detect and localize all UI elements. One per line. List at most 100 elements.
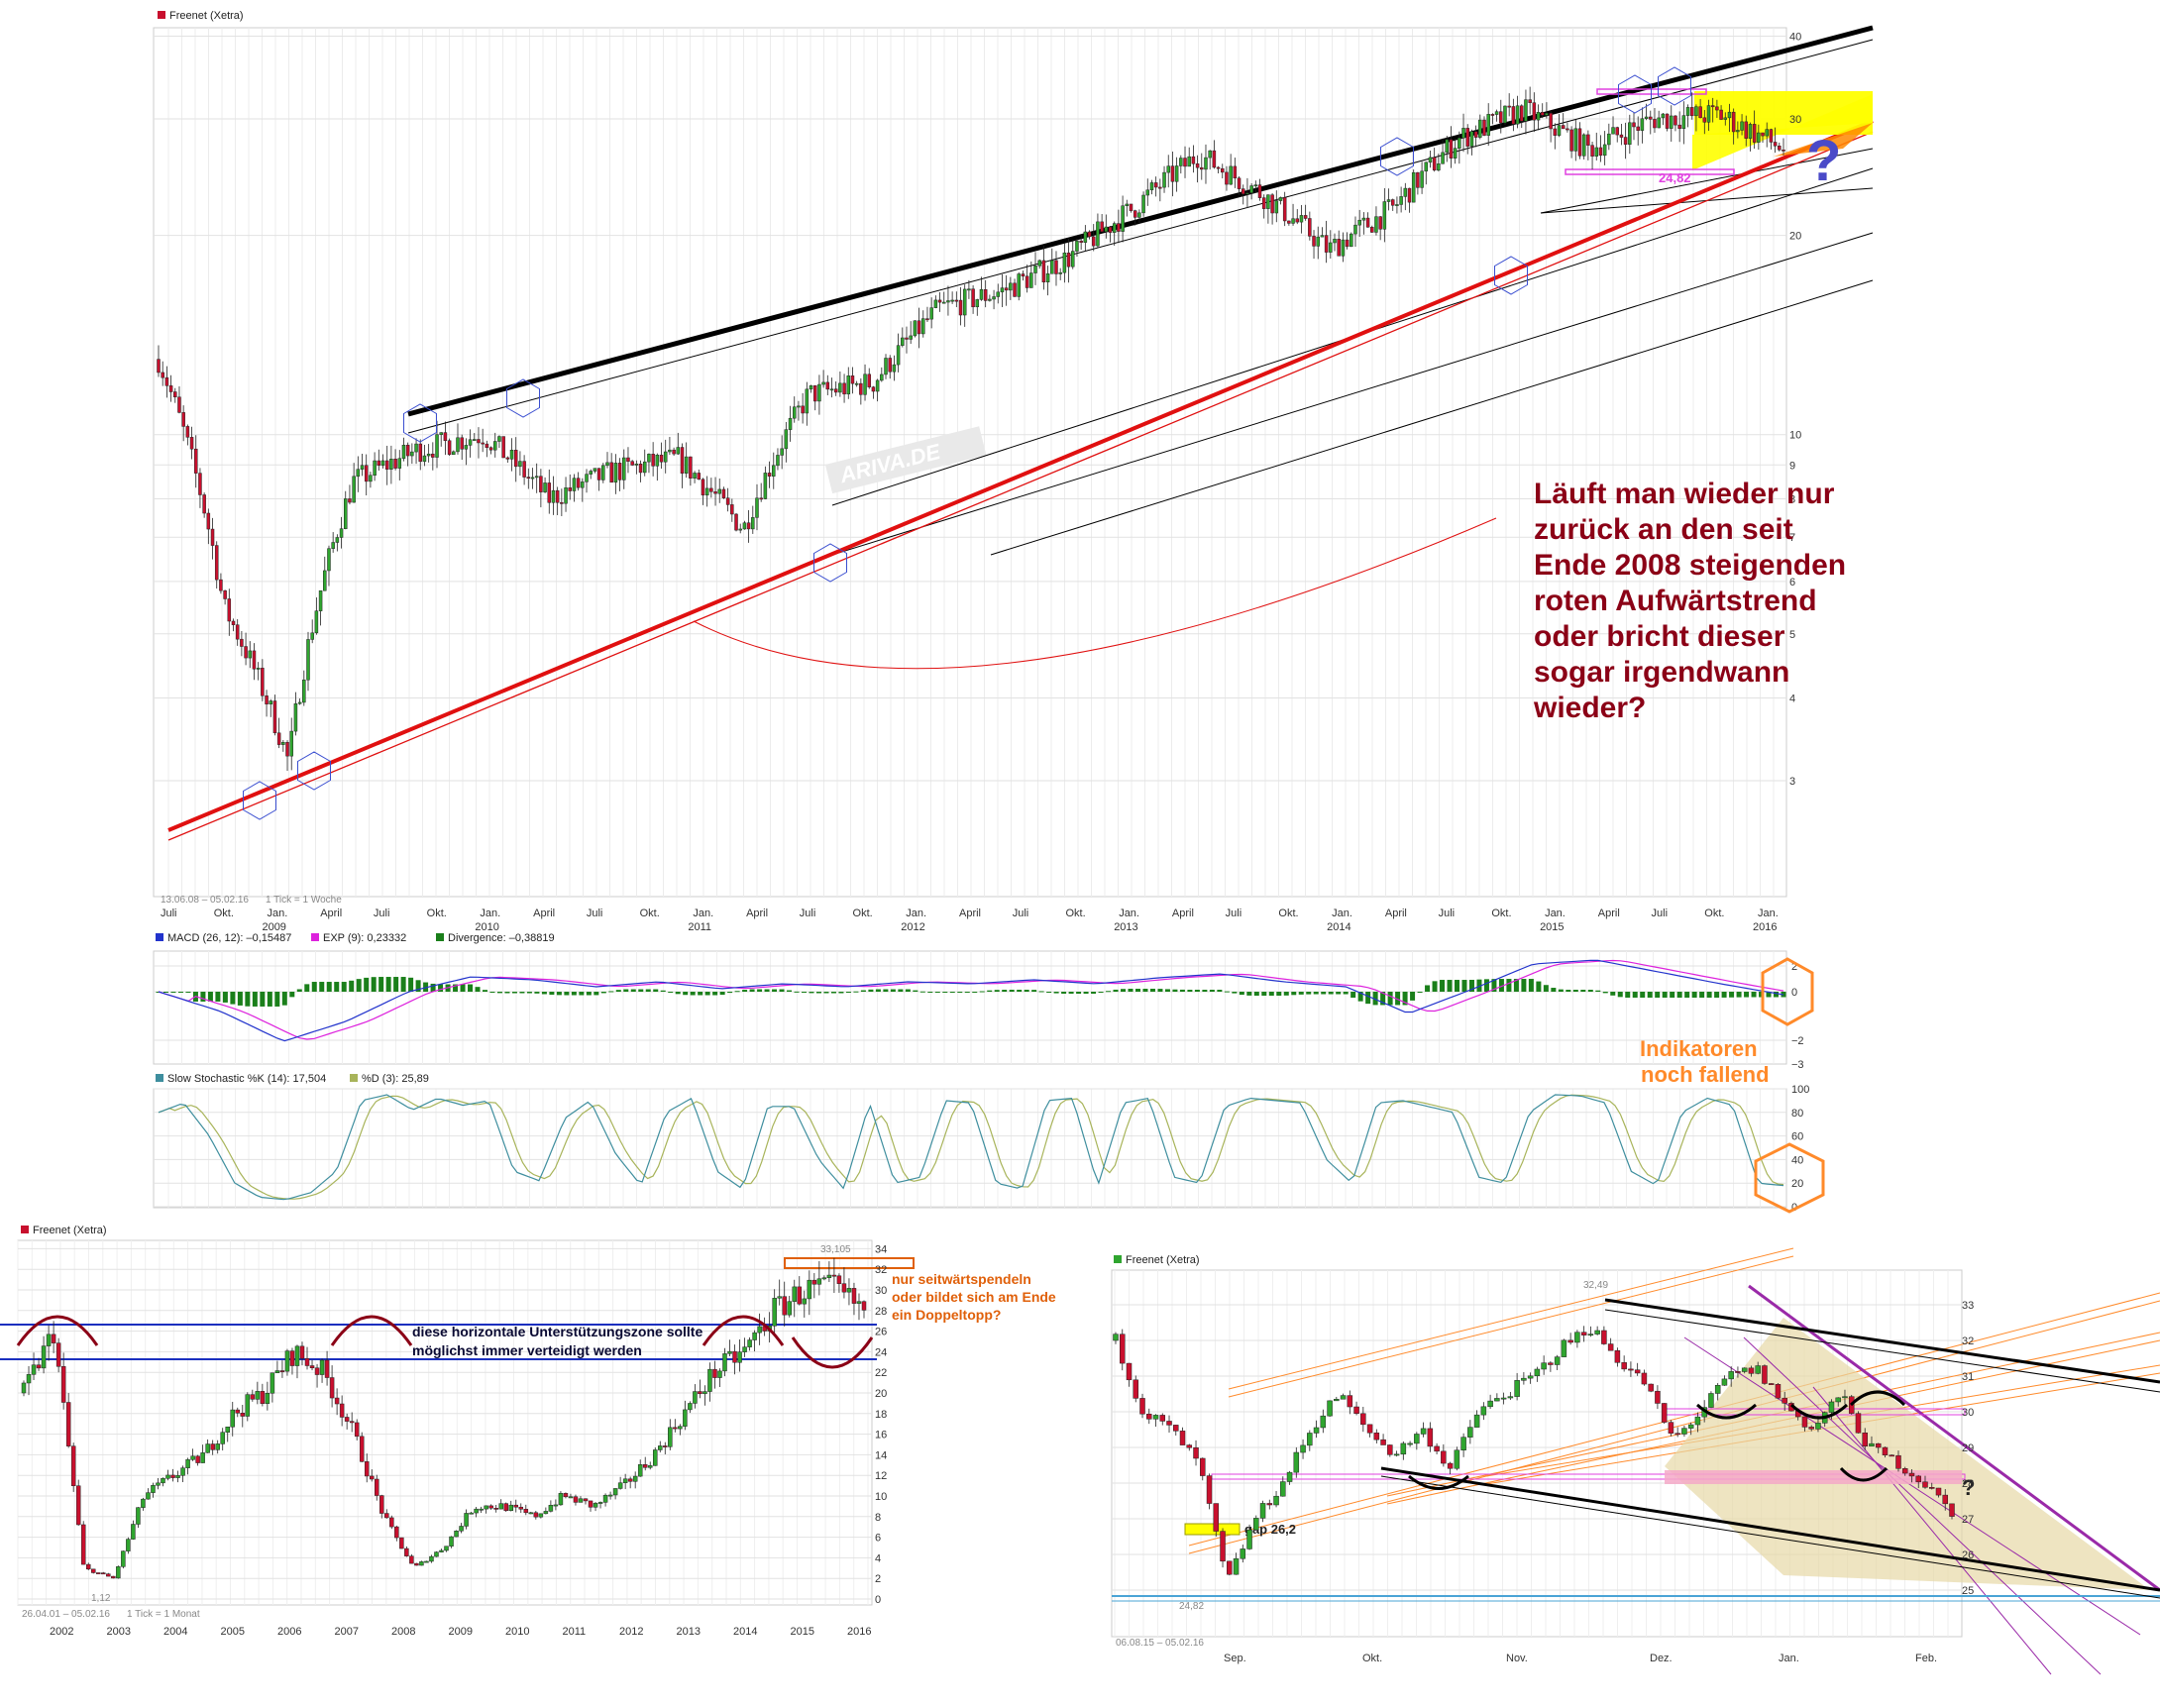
weekly-candle	[223, 589, 227, 599]
weekly-x-tick: Jan.	[1119, 907, 1139, 919]
monthly-candle	[673, 1427, 678, 1430]
monthly-candle	[493, 1508, 498, 1510]
weekly-candle	[697, 473, 702, 480]
divergence-bar	[1513, 979, 1519, 992]
daily-candle	[1782, 1397, 1787, 1404]
monthly-candle	[31, 1364, 37, 1375]
weekly-candle	[1004, 287, 1009, 291]
divergence-bar	[534, 992, 540, 994]
daily-y-tick: 30	[1962, 1407, 1974, 1419]
weekly-candle	[306, 639, 310, 681]
weekly-candle	[1253, 184, 1258, 187]
daily-candle	[1681, 1428, 1687, 1435]
weekly-candle	[1507, 105, 1511, 108]
monthly-candle	[394, 1526, 399, 1539]
monthly-candle	[414, 1562, 419, 1566]
arch-markers	[16, 1315, 874, 1369]
weekly-candle	[1702, 117, 1707, 123]
daily-candle	[1434, 1445, 1440, 1452]
weekly-x-tick: Okt.	[1278, 907, 1298, 919]
divergence-bar	[712, 992, 718, 996]
divergence-bar	[1610, 992, 1616, 996]
divergence-bar	[356, 979, 362, 992]
purple-channel	[1743, 1336, 2102, 1675]
divergence-bar	[170, 992, 176, 993]
weekly-candle	[460, 437, 464, 450]
weekly-candle	[1221, 167, 1225, 173]
daily-high-label: 32,49	[1583, 1280, 1608, 1291]
monthly-candle	[60, 1366, 66, 1403]
daily-candle	[1340, 1395, 1347, 1400]
weekly-candle	[1632, 122, 1636, 128]
weekly-candle	[709, 487, 713, 492]
monthly-candle	[185, 1459, 190, 1468]
weekly-candle	[1145, 189, 1150, 196]
weekly-candle	[393, 459, 397, 469]
weekly-candle	[601, 465, 605, 480]
weekly-x-tick: April	[959, 907, 981, 919]
divergence-bar	[690, 992, 696, 996]
weekly-candle	[1087, 231, 1092, 238]
daily-x-tick: Jan.	[1779, 1653, 1799, 1664]
monthly-y-tick: 18	[875, 1409, 887, 1421]
divergence-bar	[215, 992, 221, 1002]
divergence-bar	[1447, 980, 1453, 992]
weekly-candle	[1241, 188, 1245, 195]
monthly-x-tick: 2011	[563, 1626, 587, 1638]
divergence-bar	[883, 989, 889, 992]
monthly-candle	[151, 1485, 156, 1493]
daily-chart-title: Freenet (Xetra)	[1126, 1254, 1200, 1266]
weekly-y-tick: 7	[1789, 532, 1795, 544]
divergence-bar	[200, 992, 206, 1002]
divergence-bar	[742, 990, 748, 992]
daily-candle	[1366, 1424, 1373, 1434]
divergence-bar	[1676, 992, 1682, 998]
daily-candle	[1648, 1383, 1654, 1392]
weekly-candle	[1037, 260, 1041, 267]
divergence-bar	[964, 992, 970, 993]
divergence-bar	[371, 977, 377, 992]
daily-candle	[1507, 1396, 1514, 1399]
weekly-candle	[921, 318, 925, 335]
monthly-candle	[683, 1409, 688, 1427]
weekly-candle	[1573, 128, 1578, 152]
stoch-hexagon	[1754, 1142, 1825, 1214]
monthly-candle	[717, 1370, 722, 1378]
weekly-candle	[701, 479, 705, 496]
divergence-bar	[942, 992, 948, 993]
divergence-bar	[1002, 990, 1008, 992]
annotation-line-4: roten Aufwärtstrend	[1534, 585, 1817, 617]
weekly-x-tick: Okt.	[1065, 907, 1085, 919]
divergence-bar	[1350, 992, 1356, 999]
weekly-candle	[1345, 239, 1350, 248]
weekly-candle	[373, 460, 377, 477]
monthly-candle	[126, 1539, 131, 1551]
weekly-candle	[1740, 121, 1744, 131]
weekly-candle	[568, 487, 572, 491]
weekly-x-tick: Jan.	[1545, 907, 1566, 919]
weekly-candle	[880, 374, 884, 381]
divergence-bar	[727, 992, 733, 994]
red-arc	[693, 517, 1497, 670]
weekly-candle	[975, 299, 980, 308]
daily-candle	[1293, 1451, 1300, 1473]
weekly-x-tick: Okt.	[1704, 907, 1724, 919]
weekly-candle	[983, 288, 988, 301]
weekly-candle	[996, 291, 1001, 297]
weekly-candle	[318, 589, 323, 611]
divergence-bar	[1587, 990, 1593, 992]
monthly-candle	[136, 1507, 141, 1525]
weekly-candle	[1640, 118, 1645, 131]
divergence-bar	[1483, 979, 1489, 992]
daily-candle	[1387, 1444, 1393, 1455]
divergence-bar	[1721, 992, 1727, 998]
monthly-candle	[274, 1370, 280, 1374]
resistance-trendline	[407, 25, 1874, 417]
daily-candle	[1420, 1428, 1427, 1435]
divergence-bar	[1655, 992, 1661, 998]
divergence-bar	[1149, 989, 1155, 992]
monthly-y-tick: 4	[875, 1552, 881, 1564]
daily-x-axis: Sep. Okt. Nov. Dez. Jan. Feb.	[1224, 1653, 1937, 1664]
weekly-candle	[1685, 107, 1690, 116]
monthly-candle	[329, 1377, 335, 1399]
